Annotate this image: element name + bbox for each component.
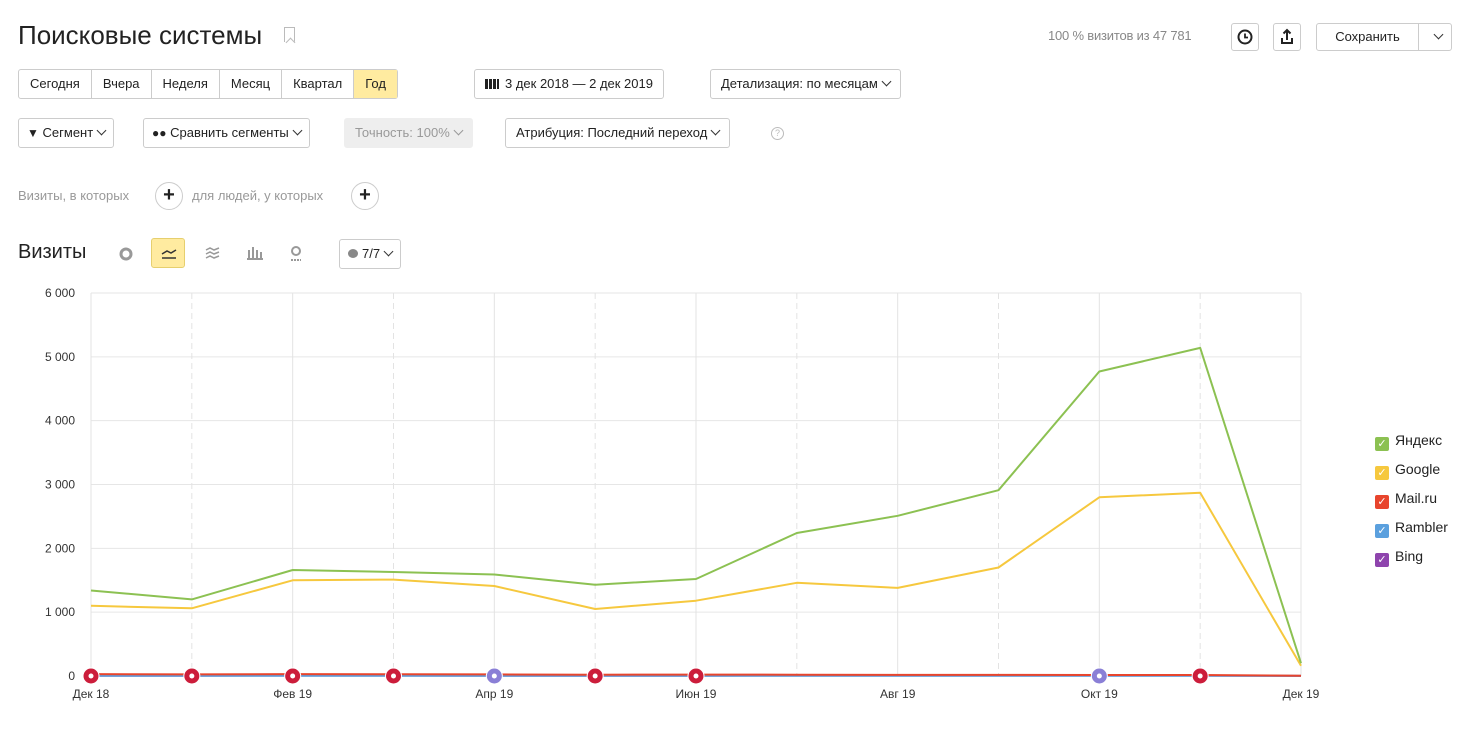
legend-item-mailru[interactable]: ✓ Mail.ru	[1375, 490, 1437, 509]
page-title: Поисковые системы	[18, 20, 263, 50]
drops-icon: ●●	[152, 126, 167, 140]
y-tick-label: 2 000	[45, 541, 75, 555]
bar-chart-tab[interactable]	[238, 238, 272, 268]
y-tick-label: 6 000	[45, 286, 75, 300]
period-month[interactable]: Месяц	[220, 70, 283, 98]
comment-icon	[348, 249, 358, 258]
clock-icon	[1237, 29, 1253, 45]
period-today[interactable]: Сегодня	[19, 70, 92, 98]
checkbox-icon: ✓	[1375, 524, 1389, 538]
map-tab[interactable]	[280, 238, 314, 268]
compare-segments-dropdown[interactable]: ●● Сравнить сегменты	[143, 118, 310, 148]
bar-chart-icon	[247, 247, 263, 260]
note-marker-dot	[88, 673, 94, 679]
checkbox-icon: ✓	[1375, 437, 1389, 451]
map-pin-icon	[291, 246, 301, 261]
y-tick-label: 4 000	[45, 414, 75, 428]
chevron-down-icon	[292, 125, 303, 136]
note-marker-dot	[592, 673, 598, 679]
x-tick-label: Июн 19	[676, 687, 717, 701]
legend-item-yandex[interactable]: ✓ Яндекс	[1375, 432, 1442, 451]
compare-text: Сравнить сегменты	[170, 125, 289, 140]
segment-text: Сегмент	[42, 125, 94, 140]
x-tick-label: Дек 18	[73, 687, 110, 701]
legend-item-bing[interactable]: ✓ Bing	[1375, 548, 1423, 567]
note-marker-dot	[391, 673, 396, 679]
line-chart-tab[interactable]	[151, 238, 185, 268]
x-tick-label: Дек 19	[1283, 687, 1320, 701]
date-range-button[interactable]: 3 дек 2018 — 2 дек 2019	[474, 69, 664, 99]
upload-icon	[1281, 28, 1293, 44]
x-tick-label: Фев 19	[273, 687, 312, 701]
y-tick-label: 3 000	[45, 478, 75, 492]
attribution-dropdown[interactable]: Атрибуция: Последний переход	[505, 118, 731, 148]
detail-text: Детализация: по месяцам	[721, 76, 878, 91]
x-tick-label: Авг 19	[880, 687, 916, 701]
area-chart-icon	[205, 247, 220, 259]
pie-chart-icon	[119, 247, 133, 261]
chevron-down-icon	[710, 125, 721, 136]
period-quarter[interactable]: Квартал	[282, 70, 355, 98]
notes-count: 7/7	[362, 246, 381, 261]
note-marker-dot	[693, 673, 699, 679]
x-tick-label: Апр 19	[475, 687, 513, 701]
chart-title: Визиты	[18, 241, 87, 263]
legend-label: Mail.ru	[1395, 490, 1438, 506]
filter-visits-label: Визиты, в которых	[18, 188, 130, 203]
chevron-down-icon	[96, 125, 107, 136]
filter-people-label: для людей, у которых	[192, 188, 324, 203]
attribution-text: Атрибуция: Последний переход	[516, 125, 708, 140]
checkbox-icon: ✓	[1375, 495, 1389, 509]
date-range-text: 3 дек 2018 — 2 дек 2019	[505, 76, 653, 91]
note-marker-dot	[189, 673, 195, 679]
area-chart-tab[interactable]	[196, 238, 230, 268]
series-line-Google	[90, 491, 1302, 667]
bookmark-icon[interactable]	[284, 27, 295, 42]
checkbox-icon: ✓	[1375, 466, 1389, 480]
calendar-icon	[485, 79, 499, 89]
visits-summary: 100 % визитов из 47 781	[1048, 28, 1192, 43]
legend-label: Rambler	[1395, 519, 1448, 535]
segment-dropdown[interactable]: ▼ Сегмент	[18, 118, 115, 148]
y-tick-label: 0	[68, 669, 75, 683]
add-visit-condition-button[interactable]: +	[155, 182, 183, 210]
visits-line-chart: 0 1 000 2 000 3 000 4 000 5 000 6 000 Дек 18 Фев…	[45, 286, 1320, 701]
chevron-down-icon	[453, 125, 464, 136]
period-selector: Сегодня Вчера Неделя Месяц Квартал Год	[18, 69, 398, 99]
chevron-down-icon	[881, 76, 892, 87]
chevron-down-icon	[1433, 29, 1444, 40]
accuracy-dropdown[interactable]: Точность: 100%	[344, 118, 473, 148]
detail-dropdown[interactable]: Детализация: по месяцам	[710, 69, 901, 99]
filter-icon: ▼	[27, 126, 39, 140]
note-marker-dot	[290, 673, 296, 679]
accuracy-text: Точность: 100%	[355, 125, 450, 140]
note-marker-dot	[491, 673, 497, 679]
period-yesterday[interactable]: Вчера	[92, 70, 152, 98]
line-chart-icon	[161, 249, 177, 259]
legend-item-google[interactable]: ✓ Google	[1375, 461, 1440, 480]
pie-chart-tab[interactable]	[113, 238, 147, 268]
chart-type-tabs: 7/7	[113, 238, 413, 270]
chevron-down-icon	[383, 246, 394, 257]
export-button[interactable]	[1273, 23, 1301, 51]
y-tick-label: 1 000	[45, 605, 75, 619]
legend-item-rambler[interactable]: ✓ Rambler	[1375, 519, 1448, 538]
save-button[interactable]: Сохранить	[1316, 23, 1419, 51]
history-button[interactable]	[1231, 23, 1259, 51]
notes-dropdown[interactable]: 7/7	[339, 239, 402, 269]
legend-label: Bing	[1395, 548, 1424, 564]
y-tick-label: 5 000	[45, 350, 75, 364]
note-marker-dot	[1197, 673, 1203, 679]
add-people-condition-button[interactable]: +	[351, 182, 379, 210]
checkbox-icon: ✓	[1375, 553, 1389, 567]
period-year[interactable]: Год	[354, 70, 397, 98]
x-tick-label: Окт 19	[1081, 687, 1118, 701]
series-line-Яндекс	[90, 346, 1302, 664]
legend-label: Яндекс	[1395, 432, 1443, 448]
save-options-button[interactable]	[1418, 23, 1452, 51]
period-week[interactable]: Неделя	[152, 70, 220, 98]
help-icon[interactable]: ?	[771, 127, 784, 140]
legend-label: Google	[1395, 461, 1441, 477]
note-marker-dot	[1096, 673, 1102, 679]
